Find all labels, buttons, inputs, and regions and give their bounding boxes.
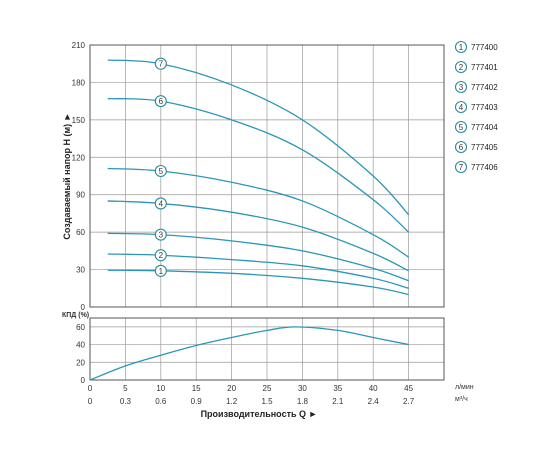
eff-ytick-label: 20 [76, 358, 85, 367]
legend-badge [454, 40, 468, 54]
x-primary-tick-label: 45 [404, 384, 413, 393]
curve-number-label: 7 [159, 60, 164, 69]
head-curve-6 [107, 98, 410, 233]
x-primary-tick-label: 30 [298, 384, 307, 393]
curve-number-label: 4 [159, 199, 164, 208]
efficiency-curve [89, 326, 409, 381]
x-primary-tick-label: 20 [227, 384, 236, 393]
head-ytick-label: 180 [72, 78, 86, 87]
head-ytick-label: 210 [72, 41, 86, 50]
legend-badge-number: 2 [459, 63, 464, 72]
curve-number-label: 6 [159, 97, 164, 106]
efficiency-panel: 0 20 40 60 КПД (%) [62, 312, 445, 385]
x-primary-tick-label: 25 [263, 384, 272, 393]
curve-number-badge [154, 249, 167, 262]
x-axis-title: Производительность Q ► [201, 409, 318, 419]
legend-series-name: 777401 [471, 63, 498, 72]
x-secondary-unit: м³/ч [455, 396, 468, 403]
legend-badge [454, 140, 468, 154]
x-secondary-tick-label: 2.4 [368, 397, 380, 406]
legend-badge-number: 4 [459, 103, 464, 112]
head-ytick-label: 0 [81, 303, 86, 312]
legend-series-name: 777400 [471, 43, 498, 52]
legend-series-name: 777402 [471, 83, 498, 92]
x-secondary-tick-label: 1.5 [261, 397, 273, 406]
legend: 1 777400 2 777401 3 777402 4 777403 5 777404 6 7774… [454, 40, 498, 174]
legend-badge [454, 100, 468, 114]
x-secondary-tick-label: 1.2 [226, 397, 238, 406]
x-primary-tick-label: 40 [369, 384, 378, 393]
x-primary-tick-label: 35 [333, 384, 342, 393]
head-curve-4 [107, 200, 409, 272]
legend-badge-number: 6 [459, 143, 464, 152]
x-secondary-tick-label: 0.9 [191, 397, 203, 406]
legend-badge-number: 7 [459, 163, 464, 172]
legend-badge [454, 80, 468, 94]
head-ytick-label: 150 [72, 116, 86, 125]
x-axis: 0 5 10 15 20 25 30 35 40 45 0 0.3 0.6 0.9 1.2 1.5 1.8 2.1… [88, 384, 474, 419]
x-primary-tick-label: 0 [88, 384, 93, 393]
legend-series-name: 777406 [471, 163, 498, 172]
x-secondary-tick-label: 0.3 [120, 397, 132, 406]
x-primary-tick-label: 5 [123, 384, 128, 393]
legend-badge [454, 120, 468, 134]
curve-number-badge [154, 57, 167, 70]
legend-badge [454, 160, 468, 174]
legend-series-name: 777405 [471, 143, 498, 152]
x-primary-tick-label: 15 [192, 384, 201, 393]
x-secondary-tick-label: 1.8 [297, 397, 309, 406]
head-ytick-label: 60 [76, 228, 85, 237]
head-curve-3 [107, 232, 409, 282]
legend-badge [454, 60, 468, 74]
curve-number-badge [154, 228, 167, 241]
head-panel: 0 30 60 90 120 150 180 210 Создаваемый напор H (… [62, 41, 445, 312]
eff-frame [89, 317, 445, 381]
x-secondary-tick-label: 0.6 [155, 397, 167, 406]
x-secondary-tick-label: 2.1 [332, 397, 344, 406]
x-primary-tick-label: 10 [156, 384, 165, 393]
eff-ytick-label: 60 [76, 323, 85, 332]
legend-series-name: 777404 [471, 123, 498, 132]
head-ytick-label: 30 [76, 266, 85, 275]
eff-ytick-label: 40 [76, 341, 85, 350]
curve-number-badge [154, 197, 167, 210]
curve-number-label: 2 [159, 251, 164, 260]
legend-badge-number: 3 [459, 83, 464, 92]
legend-badge-number: 1 [459, 43, 464, 52]
head-ytick-label: 90 [76, 191, 85, 200]
curve-number-label: 3 [159, 231, 164, 240]
head-curve-1 [107, 269, 409, 296]
eff-ylabel: КПД (%) [62, 312, 89, 319]
eff-ytick-label: 0 [81, 376, 86, 385]
curve-number-badge [154, 164, 167, 178]
curve-number-label: 1 [159, 267, 164, 276]
x-secondary-tick-label: 0 [88, 397, 93, 406]
curve-number-badge [154, 264, 167, 277]
head-ytick-label: 120 [72, 153, 86, 162]
x-primary-unit: л/мин [455, 384, 474, 391]
curve-number-label: 5 [159, 167, 164, 176]
x-secondary-tick-label: 2.7 [403, 397, 415, 406]
legend-series-name: 777403 [471, 103, 498, 112]
legend-badge-number: 5 [459, 123, 464, 132]
curve-number-badge [154, 95, 167, 108]
head-frame [89, 44, 445, 308]
head-ylabel: Создаваемый напор H (м) ► [62, 112, 72, 239]
